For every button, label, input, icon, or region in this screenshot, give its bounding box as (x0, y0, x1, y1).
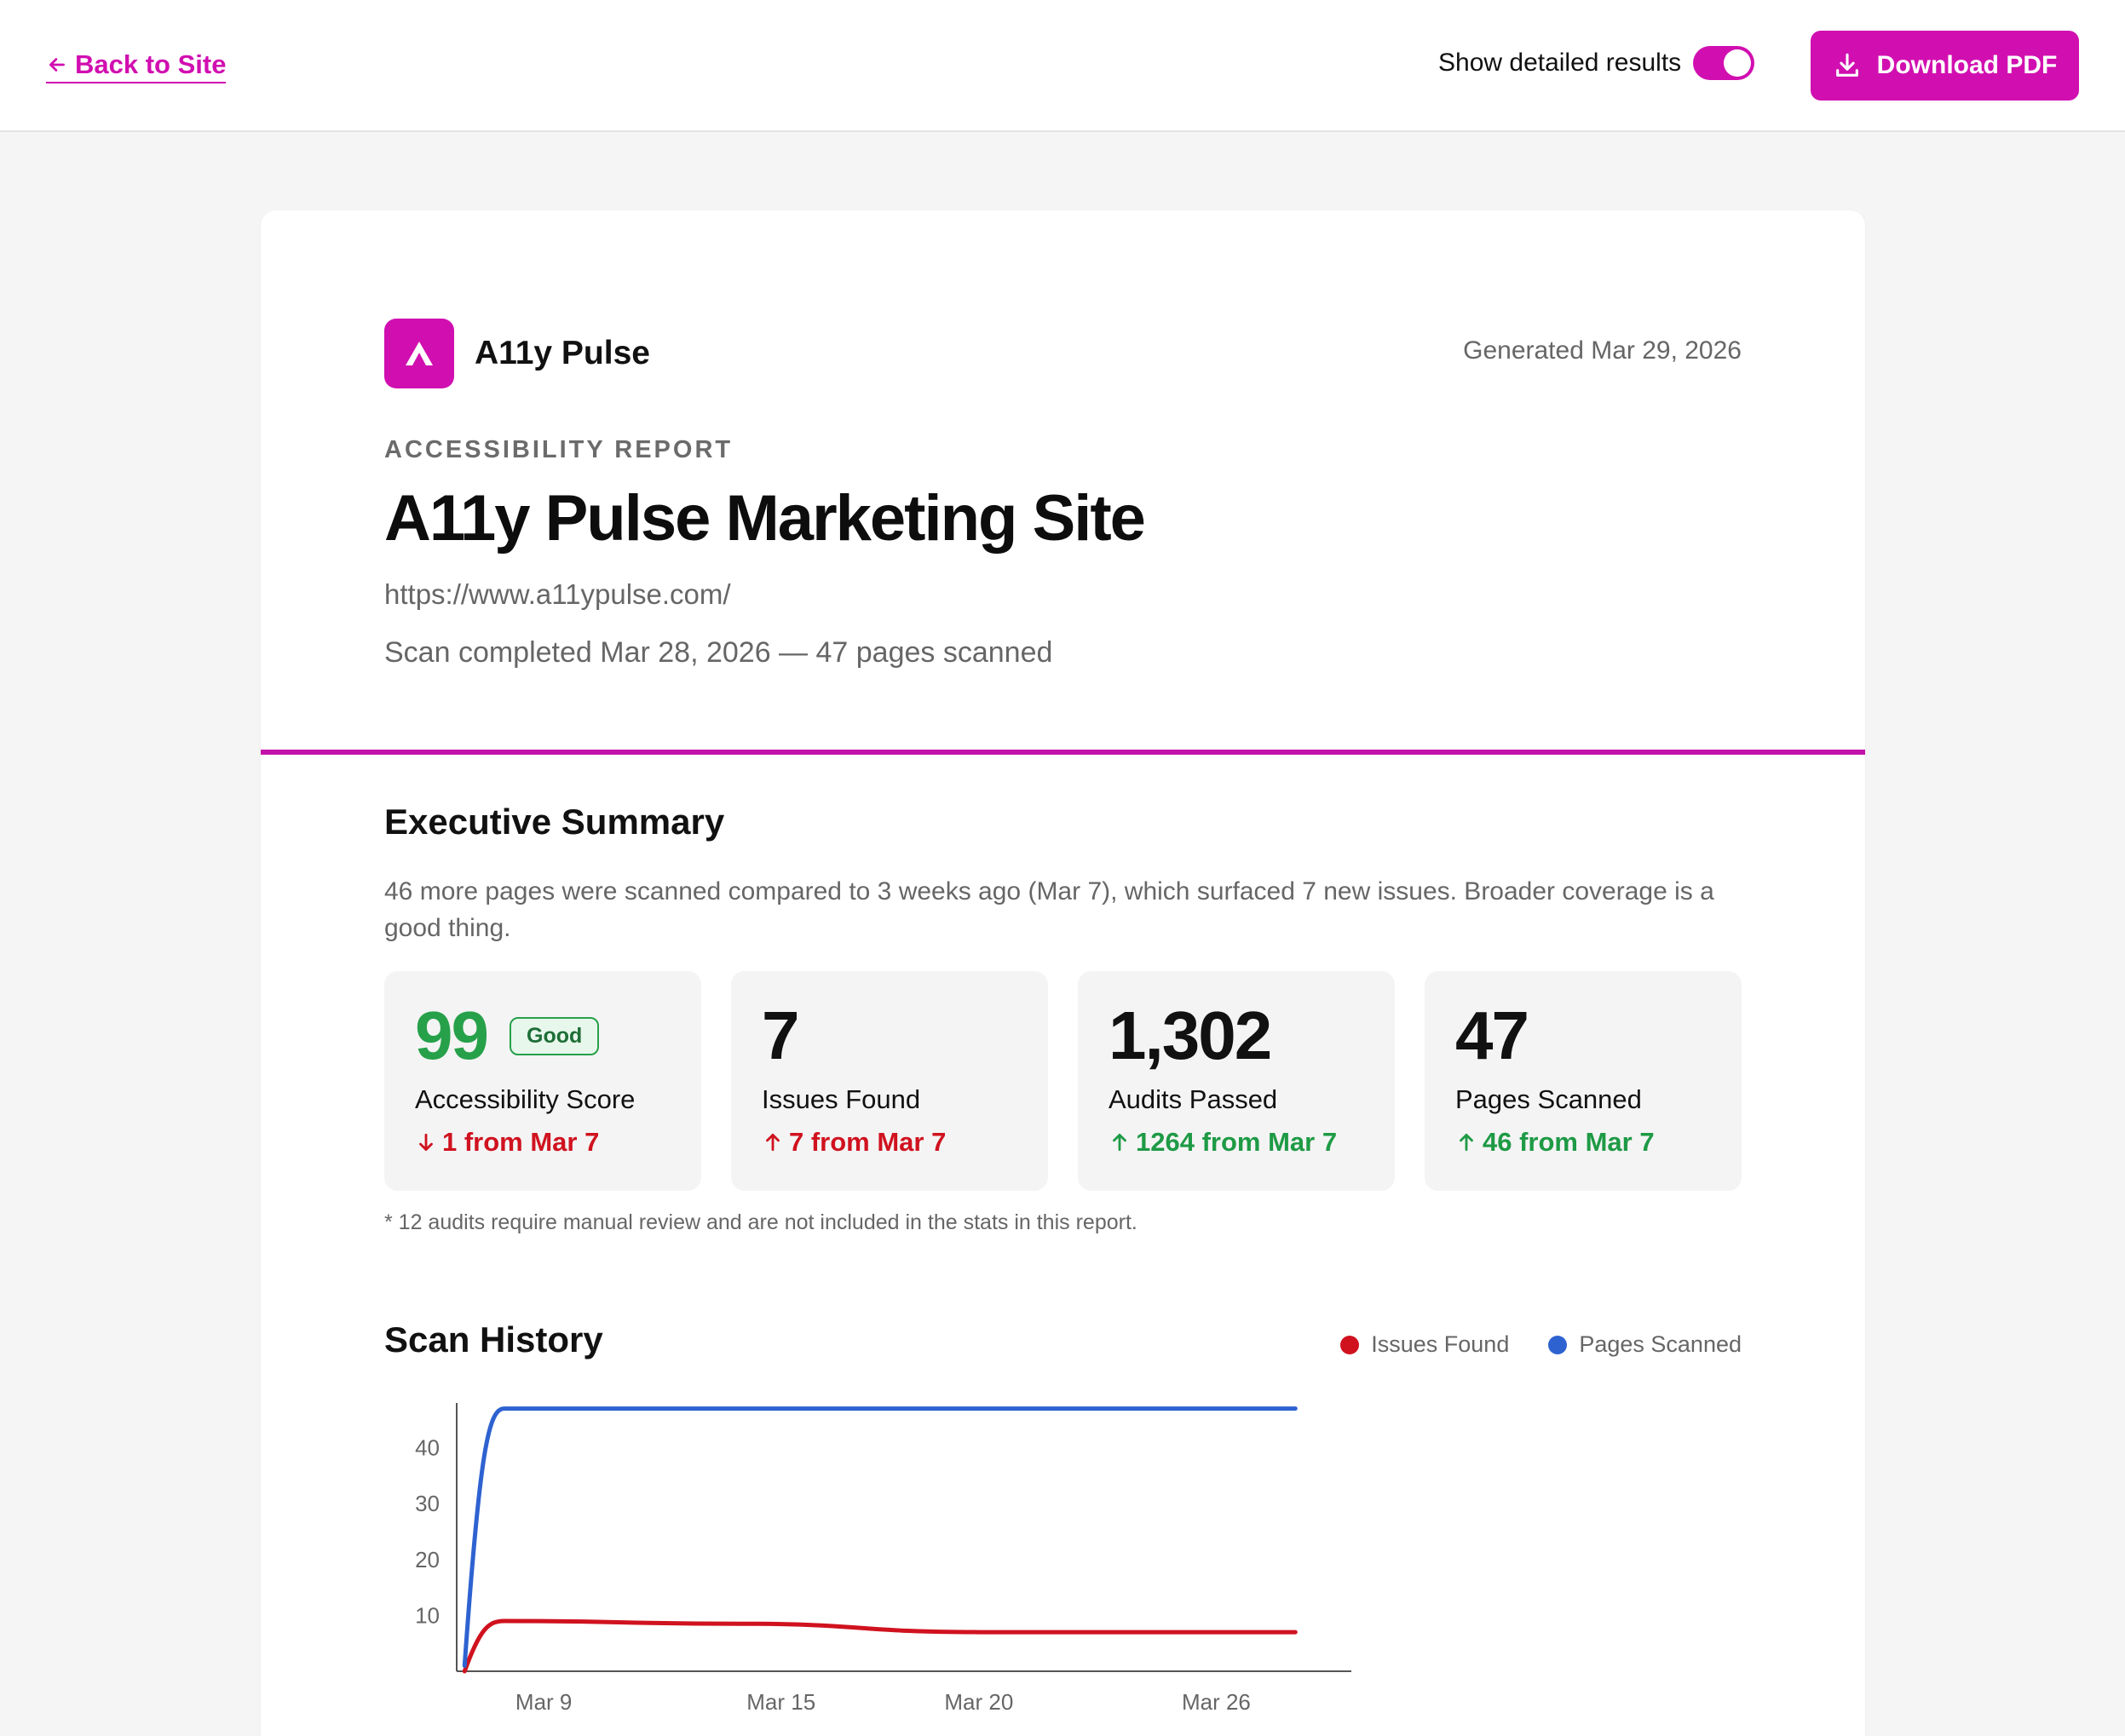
chart-axes (456, 1403, 1351, 1672)
stat-value: 1,302 (1109, 997, 1272, 1073)
scan-info: Scan completed Mar 28, 2026 — 47 pages s… (384, 636, 1053, 669)
stat-delta-text: 1 from Mar 7 (442, 1127, 600, 1157)
status-badge: Good (510, 1017, 600, 1055)
chart-lines (462, 1406, 1298, 1674)
stat-delta-text: 1264 from Mar 7 (1136, 1127, 1338, 1157)
chart-ticks: 10 20 30 40 Mar 9 Mar 15 Mar 20 Mar 26 (415, 1435, 1251, 1716)
legend-label-issues: Issues Found (1371, 1331, 1510, 1357)
download-pdf-button[interactable]: Download PDF (1811, 31, 2079, 101)
brand: A11y Pulse (384, 319, 650, 388)
arrow-up-icon (1460, 1133, 1473, 1152)
logo (384, 319, 454, 388)
arrow-up-icon (766, 1133, 780, 1152)
stat-delta: 46 from Mar 7 (1455, 1127, 1655, 1158)
y-tick-label: 10 (415, 1602, 440, 1628)
page-title: A11y Pulse Marketing Site (384, 482, 1146, 555)
x-tick-label: Mar 26 (1182, 1689, 1251, 1715)
stat-delta: 1 from Mar 7 (415, 1127, 599, 1158)
stat-delta-text: 46 from Mar 7 (1483, 1127, 1655, 1157)
legend-dot-issues (1340, 1335, 1360, 1354)
brand-name: A11y Pulse (475, 335, 650, 371)
back-link-label: Back to Site (75, 49, 227, 79)
download-label: Download PDF (1876, 51, 2058, 79)
legend-item-issues: Issues Found (1340, 1331, 1509, 1358)
stat-label: Issues Found (762, 1084, 921, 1114)
stat-value: 47 (1455, 997, 1529, 1073)
x-tick-label: Mar 20 (944, 1689, 1013, 1715)
stat-card-audits: 1,302 Audits Passed 1264 from Mar 7 (1078, 971, 1395, 1191)
chart-legend: Issues Found Pages Scanned (1340, 1331, 1742, 1358)
stat-value: 99 (415, 997, 489, 1073)
stat-label: Pages Scanned (1455, 1084, 1642, 1114)
footnote: * 12 audits require manual review and ar… (384, 1210, 1137, 1234)
report-eyebrow: ACCESSIBILITY REPORT (384, 436, 734, 463)
executive-summary-title: Executive Summary (384, 802, 725, 842)
site-url: https://www.a11ypulse.com/ (384, 578, 731, 610)
brand-mark-icon (406, 342, 433, 365)
y-tick-label: 30 (415, 1491, 440, 1516)
series-line-pages (462, 1406, 1298, 1668)
stat-card-issues: 7 Issues Found 7 from Mar 7 (731, 971, 1048, 1191)
toggle-label: Show detailed results (1438, 49, 1682, 77)
y-tick-label: 40 (415, 1435, 440, 1461)
toggle-knob (1724, 49, 1752, 77)
x-tick-label: Mar 9 (515, 1689, 572, 1715)
download-icon (1835, 53, 1858, 77)
stat-card-pages: 47 Pages Scanned 46 from Mar 7 (1425, 971, 1742, 1191)
stat-delta: 1264 from Mar 7 (1109, 1127, 1337, 1158)
arrow-left-icon (49, 58, 65, 72)
summary-text: 46 more pages were scanned compared to 3… (384, 877, 1714, 942)
detailed-results-toggle-group: Show detailed results (1438, 46, 1755, 80)
back-to-site-link[interactable]: Back to Site (46, 49, 227, 83)
arrow-down-icon (419, 1133, 433, 1152)
y-tick-label: 20 (415, 1547, 440, 1572)
legend-dot-pages (1548, 1335, 1568, 1354)
stat-label: Audits Passed (1109, 1084, 1278, 1114)
x-tick-label: Mar 15 (746, 1689, 815, 1715)
accent-divider (261, 750, 1865, 755)
arrow-up-icon (1113, 1133, 1126, 1152)
stat-delta: 7 from Mar 7 (762, 1127, 946, 1158)
legend-item-pages: Pages Scanned (1548, 1331, 1742, 1358)
stat-card-score: 99 Good Accessibility Score 1 from Mar 7 (384, 971, 701, 1191)
series-line-issues (462, 1618, 1298, 1674)
top-bar: Back to Site Show detailed results Downl… (0, 0, 2125, 132)
stat-delta-text: 7 from Mar 7 (789, 1127, 947, 1157)
report-card: A11y Pulse Generated Mar 29, 2026 ACCESS… (261, 210, 1865, 1736)
generated-date: Generated Mar 29, 2026 (1463, 336, 1742, 365)
scan-history-chart: 10 20 30 40 Mar 9 Mar 15 Mar 20 Mar 26 (415, 1403, 1351, 1716)
stat-value: 7 (762, 997, 799, 1073)
legend-label-pages: Pages Scanned (1579, 1331, 1742, 1357)
scan-history-title: Scan History (384, 1319, 603, 1359)
detailed-results-toggle[interactable] (1693, 46, 1755, 80)
stat-label: Accessibility Score (415, 1084, 636, 1114)
